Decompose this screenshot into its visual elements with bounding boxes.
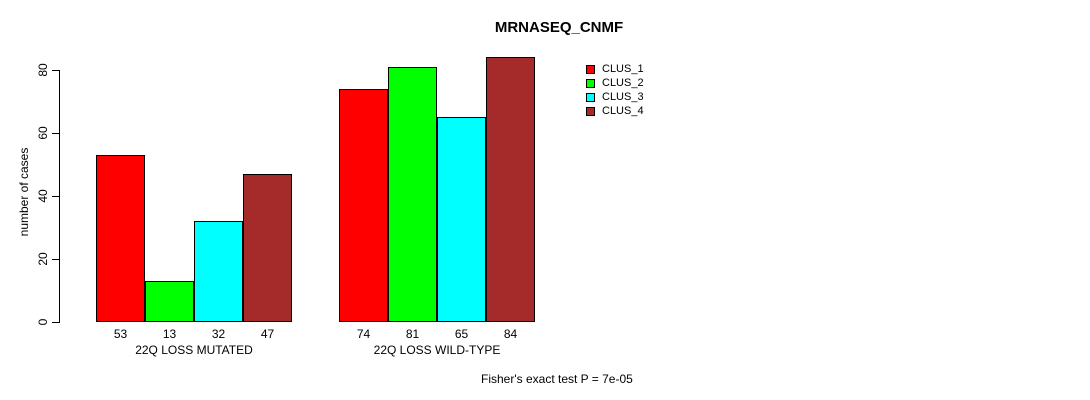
- chart-title: MRNASEQ_CNMF: [494, 19, 624, 36]
- y-tick-label: 20: [36, 252, 50, 266]
- legend: CLUS_1 CLUS_2 CLUS_3 CLUS_4: [586, 62, 644, 118]
- bar-value-label: 53: [113, 327, 128, 341]
- legend-item-clus_3: CLUS_3: [586, 90, 644, 104]
- bar-clus_4-group1: [243, 174, 292, 322]
- bar-clus_3-group2: [437, 117, 486, 322]
- bar-value-label: 74: [356, 327, 371, 341]
- bar-clus_4-group2: [486, 57, 535, 322]
- fisher-test-annotation: Fisher's exact test P = 7e-05: [481, 372, 633, 386]
- bar-value-label: 13: [162, 327, 177, 341]
- legend-swatch: [586, 78, 595, 88]
- y-tick-mark: [52, 196, 59, 197]
- legend-item-clus_1: CLUS_1: [586, 62, 644, 76]
- y-tick-mark: [52, 70, 59, 71]
- legend-label: CLUS_1: [602, 63, 644, 75]
- bar-clus_1-group2: [339, 89, 388, 322]
- bar-clus_1-group1: [96, 155, 145, 322]
- bar-value-label: 81: [405, 327, 420, 341]
- legend-label: CLUS_4: [602, 105, 644, 117]
- legend-swatch: [586, 106, 595, 116]
- legend-swatch: [586, 64, 595, 74]
- bar-value-label: 32: [211, 327, 226, 341]
- group-label: 22Q LOSS MUTATED: [135, 343, 253, 357]
- y-tick-label: 0: [36, 318, 50, 326]
- bar-value-label: 65: [454, 327, 469, 341]
- legend-item-clus_2: CLUS_2: [586, 76, 644, 90]
- y-tick-label: 80: [36, 63, 50, 77]
- legend-swatch: [586, 92, 595, 102]
- legend-label: CLUS_2: [602, 77, 644, 89]
- bar-value-label: 47: [260, 327, 275, 341]
- bar-clus_2-group2: [388, 67, 437, 322]
- legend-item-clus_4: CLUS_4: [586, 104, 644, 118]
- y-tick-mark: [52, 259, 59, 260]
- bar-clus_2-group1: [145, 281, 194, 322]
- legend-label: CLUS_3: [602, 91, 644, 103]
- y-axis-line: [59, 70, 60, 323]
- bar-value-label: 84: [503, 327, 518, 341]
- y-tick-mark: [52, 322, 59, 323]
- y-axis-title: number of cases: [17, 147, 31, 237]
- y-tick-label: 40: [36, 189, 50, 203]
- y-tick-mark: [52, 133, 59, 134]
- group-label: 22Q LOSS WILD-TYPE: [373, 343, 501, 357]
- bar-clus_3-group1: [194, 221, 243, 322]
- y-tick-label: 60: [36, 126, 50, 140]
